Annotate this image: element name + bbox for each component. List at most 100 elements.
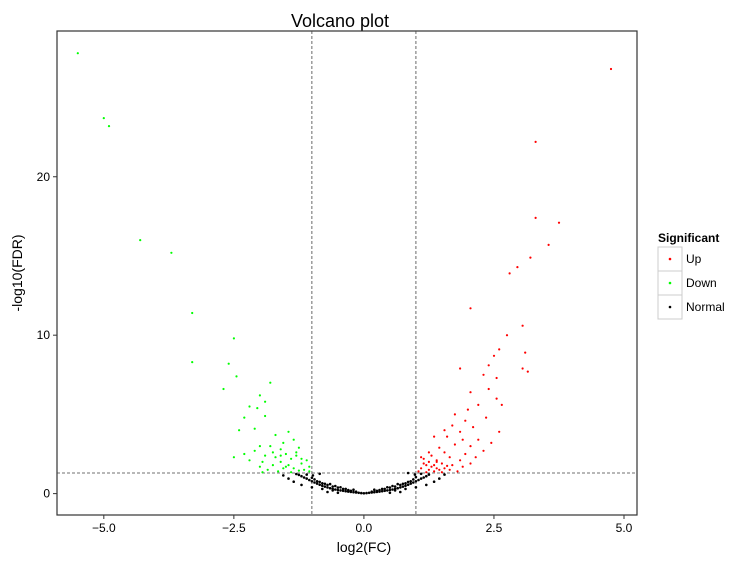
point-up-7 xyxy=(508,272,511,275)
legend-label-normal: Normal xyxy=(686,300,725,314)
point-up-35 xyxy=(446,435,449,438)
point-down-21 xyxy=(274,433,277,437)
point-up-54 xyxy=(422,462,425,465)
point-down-10 xyxy=(222,387,225,391)
point-up-16 xyxy=(526,370,529,373)
point-down-47 xyxy=(303,468,306,471)
point-up-48 xyxy=(459,459,462,462)
point-normal-64 xyxy=(315,480,319,483)
point-down-28 xyxy=(253,449,256,452)
point-normal-80 xyxy=(334,484,337,488)
data-points xyxy=(76,52,613,495)
point-down-48 xyxy=(266,468,269,471)
point-normal-61 xyxy=(399,483,402,487)
point-up-67 xyxy=(420,456,423,459)
point-normal-105 xyxy=(443,473,446,476)
point-up-52 xyxy=(427,460,430,463)
point-up-30 xyxy=(472,426,475,429)
point-down-14 xyxy=(248,405,251,408)
point-normal-69 xyxy=(396,482,400,486)
point-up-20 xyxy=(487,387,490,391)
point-up-37 xyxy=(461,438,464,441)
point-normal-37 xyxy=(313,481,316,484)
point-up-10 xyxy=(505,334,509,337)
point-normal-49 xyxy=(297,473,301,477)
point-normal-22 xyxy=(391,488,394,491)
series-down xyxy=(76,52,311,474)
point-up-18 xyxy=(459,367,462,370)
point-down-34 xyxy=(274,456,277,459)
point-up-38 xyxy=(490,441,493,444)
point-up-13 xyxy=(524,351,527,354)
point-down-3 xyxy=(139,239,142,242)
point-normal-31 xyxy=(321,484,324,488)
point-normal-30 xyxy=(401,485,405,488)
legend-label-down: Down xyxy=(686,276,717,290)
point-down-53 xyxy=(261,471,264,474)
point-down-1 xyxy=(102,117,105,120)
point-up-28 xyxy=(485,416,488,419)
point-normal-1 xyxy=(360,491,363,495)
point-up-31 xyxy=(443,429,446,432)
point-down-22 xyxy=(292,438,295,441)
point-up-71 xyxy=(430,465,433,468)
point-down-56 xyxy=(271,451,274,454)
point-normal-65 xyxy=(409,480,413,483)
point-down-45 xyxy=(292,467,295,470)
point-normal-109 xyxy=(388,491,392,495)
point-normal-101 xyxy=(432,480,436,484)
point-normal-32 xyxy=(404,484,407,488)
point-normal-39 xyxy=(310,480,314,483)
point-normal-93 xyxy=(393,489,397,492)
point-normal-81 xyxy=(391,484,394,488)
legend-entries: Up Down Normal xyxy=(657,246,725,320)
point-normal-46 xyxy=(422,476,426,479)
point-normal-100 xyxy=(292,480,296,484)
point-up-29 xyxy=(451,424,454,427)
point-down-44 xyxy=(258,465,261,468)
point-up-12 xyxy=(492,354,496,357)
point-normal-60 xyxy=(326,483,329,487)
point-normal-3 xyxy=(357,491,361,495)
point-normal-97 xyxy=(414,486,418,489)
point-up-44 xyxy=(464,452,467,456)
point-normal-107 xyxy=(399,490,402,494)
point-normal-83 xyxy=(383,487,387,491)
point-normal-62 xyxy=(321,482,324,485)
axes: −5.0 −2.5 0.0 2.5 5.0 0 10 20 xyxy=(37,170,633,535)
point-up-9 xyxy=(521,324,524,327)
point-down-29 xyxy=(243,452,246,456)
point-down-23 xyxy=(282,441,285,444)
point-up-2 xyxy=(557,221,561,224)
point-up-57 xyxy=(443,467,446,470)
point-down-41 xyxy=(287,464,290,467)
x-tick-label-3: 2.5 xyxy=(486,521,503,535)
point-normal-70 xyxy=(339,486,342,489)
point-normal-53 xyxy=(373,488,376,492)
point-up-34 xyxy=(477,438,480,441)
point-down-52 xyxy=(290,471,293,474)
point-up-55 xyxy=(433,464,436,467)
point-normal-26 xyxy=(396,486,400,490)
point-up-60 xyxy=(427,468,430,471)
point-down-18 xyxy=(253,427,256,430)
point-up-33 xyxy=(498,430,501,433)
point-normal-52 xyxy=(352,488,355,492)
x-tick-label-1: −2.5 xyxy=(222,521,246,535)
point-normal-111 xyxy=(318,472,322,476)
point-up-1 xyxy=(534,140,537,143)
point-normal-19 xyxy=(336,488,340,492)
point-normal-57 xyxy=(388,486,392,489)
point-normal-66 xyxy=(313,478,316,481)
point-down-31 xyxy=(264,454,267,457)
point-normal-17 xyxy=(339,489,342,492)
point-down-38 xyxy=(279,460,282,463)
point-down-11 xyxy=(269,381,272,384)
point-normal-41 xyxy=(308,478,311,482)
point-up-40 xyxy=(453,443,456,446)
point-normal-98 xyxy=(300,483,303,487)
point-up-53 xyxy=(451,464,454,467)
point-down-33 xyxy=(232,456,235,459)
point-down-15 xyxy=(256,407,259,410)
point-down-43 xyxy=(308,465,311,468)
